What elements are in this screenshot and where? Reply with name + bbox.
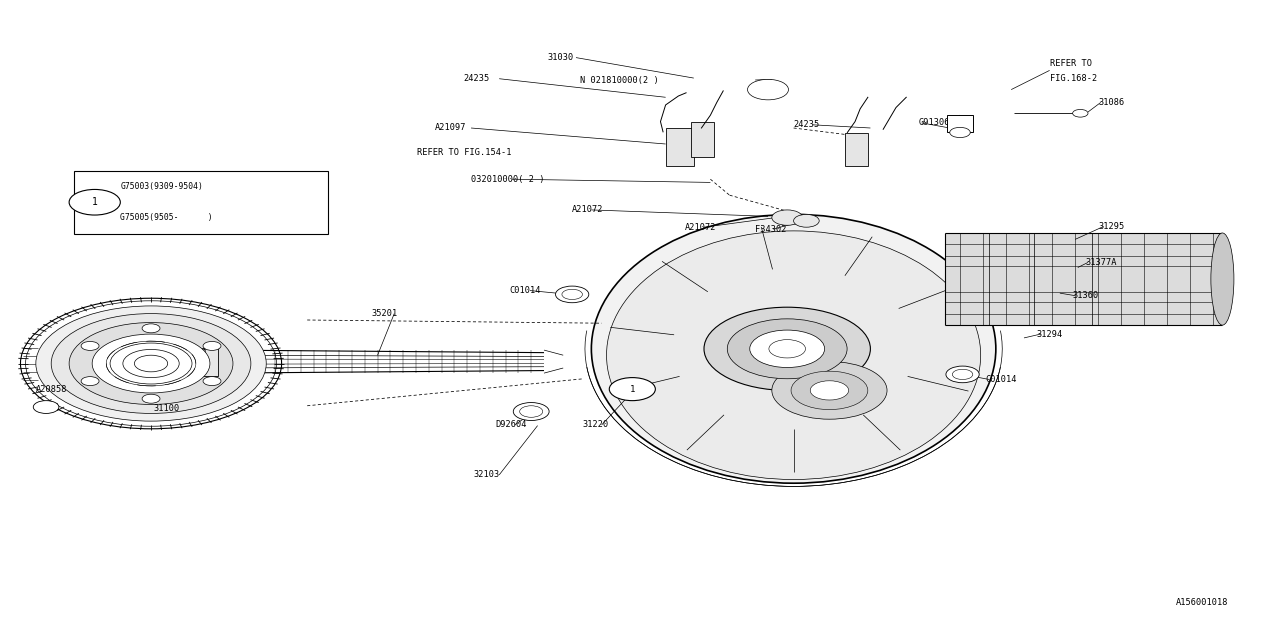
Circle shape <box>92 334 210 393</box>
Text: G91306: G91306 <box>919 118 951 127</box>
Text: 24235: 24235 <box>794 120 820 129</box>
Circle shape <box>810 381 849 400</box>
Circle shape <box>609 378 655 401</box>
Text: N 021810000(2 ): N 021810000(2 ) <box>580 76 659 84</box>
Text: G75005(9505-      ): G75005(9505- ) <box>120 213 212 223</box>
Text: 32103: 32103 <box>474 470 500 479</box>
Circle shape <box>562 289 582 300</box>
Circle shape <box>791 371 868 410</box>
Text: A20858: A20858 <box>36 385 68 394</box>
Bar <box>202 348 218 376</box>
Circle shape <box>748 79 788 100</box>
Circle shape <box>727 319 847 379</box>
Text: C01014: C01014 <box>986 375 1018 384</box>
Circle shape <box>772 362 887 419</box>
Text: 1: 1 <box>630 385 635 394</box>
Text: A156001018: A156001018 <box>1176 598 1229 607</box>
Bar <box>947 115 973 132</box>
Circle shape <box>69 323 233 404</box>
Circle shape <box>520 406 543 417</box>
Circle shape <box>33 401 59 413</box>
Ellipse shape <box>607 231 980 479</box>
Text: REFER TO: REFER TO <box>1050 60 1092 68</box>
Text: F34302: F34302 <box>755 225 787 234</box>
Bar <box>845 133 868 166</box>
Text: 31360: 31360 <box>1073 291 1100 300</box>
Text: 31377A: 31377A <box>1085 258 1117 267</box>
Circle shape <box>704 307 870 390</box>
Text: 35201: 35201 <box>371 309 398 318</box>
Text: D92604: D92604 <box>495 420 527 429</box>
Circle shape <box>556 286 589 303</box>
Text: 31294: 31294 <box>1037 330 1064 339</box>
Circle shape <box>20 298 282 429</box>
Circle shape <box>81 341 99 350</box>
Circle shape <box>513 403 549 420</box>
Bar <box>666 128 694 166</box>
Text: A21072: A21072 <box>572 205 604 214</box>
Circle shape <box>142 324 160 333</box>
Circle shape <box>69 189 120 215</box>
Text: 24235: 24235 <box>463 74 490 83</box>
Circle shape <box>952 369 973 380</box>
Circle shape <box>51 314 251 413</box>
Circle shape <box>794 214 819 227</box>
Text: 31030: 31030 <box>548 53 575 62</box>
Bar <box>74 171 328 234</box>
Text: REFER TO FIG.154-1: REFER TO FIG.154-1 <box>417 148 512 157</box>
Circle shape <box>36 306 266 421</box>
Bar <box>691 122 714 157</box>
Text: 31100: 31100 <box>154 404 180 413</box>
Ellipse shape <box>591 214 996 483</box>
Circle shape <box>1073 109 1088 117</box>
Text: 31295: 31295 <box>1098 222 1125 231</box>
Text: G92001: G92001 <box>177 349 209 358</box>
Circle shape <box>769 340 805 358</box>
Text: 032010000( 2 ): 032010000( 2 ) <box>471 175 544 184</box>
Ellipse shape <box>1211 233 1234 325</box>
Text: A21072: A21072 <box>685 223 717 232</box>
Text: G75003(9309-9504): G75003(9309-9504) <box>120 182 204 191</box>
Text: 31220: 31220 <box>582 420 609 429</box>
Circle shape <box>204 341 221 350</box>
Text: 1: 1 <box>92 197 97 207</box>
Text: FIG.168-2: FIG.168-2 <box>1050 74 1097 83</box>
Circle shape <box>750 330 824 367</box>
Text: C01014: C01014 <box>509 286 541 295</box>
Circle shape <box>110 343 192 384</box>
Circle shape <box>26 301 276 426</box>
Circle shape <box>946 366 979 383</box>
Circle shape <box>204 376 221 385</box>
Circle shape <box>142 394 160 403</box>
Text: A21097: A21097 <box>435 124 467 132</box>
Circle shape <box>134 355 168 372</box>
Circle shape <box>81 376 99 385</box>
Text: A81004: A81004 <box>837 387 869 396</box>
Text: 31086: 31086 <box>1098 98 1125 107</box>
Circle shape <box>123 349 179 378</box>
Circle shape <box>772 210 803 225</box>
Circle shape <box>950 127 970 138</box>
Bar <box>945 233 1222 325</box>
